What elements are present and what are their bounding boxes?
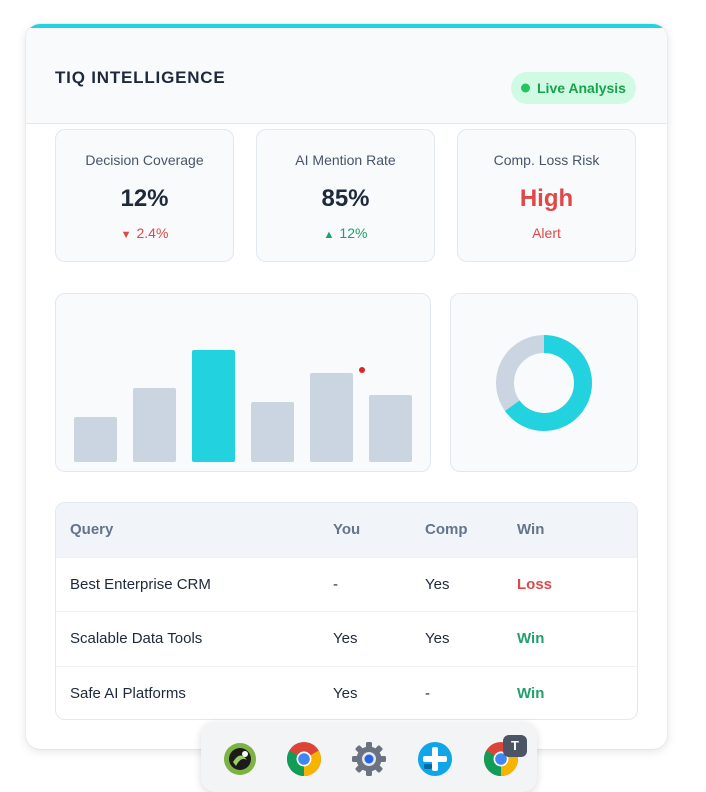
cell-comp: Yes — [425, 575, 450, 593]
trend-up-icon: ▲ — [323, 229, 335, 241]
live-badge-label: Live Analysis — [537, 80, 626, 96]
kpi-label: Comp. Loss Risk — [493, 152, 600, 168]
query-table: Query You Comp Win Best Enterprise CRM -… — [55, 502, 638, 720]
profile-badge: T — [503, 735, 527, 757]
cell-comp: - — [425, 685, 430, 702]
cell-query: Safe AI Platforms — [70, 685, 186, 702]
kpi-value: 12% — [120, 185, 169, 212]
cell-win: Loss — [517, 575, 553, 593]
chrome-icon[interactable] — [285, 740, 323, 778]
kpi-comp-loss-risk[interactable]: Comp. Loss Risk High Alert — [457, 129, 636, 262]
cell-you: - — [333, 575, 338, 593]
cell-win: Win — [517, 685, 545, 702]
bar-2[interactable] — [133, 388, 176, 462]
table-header-row: Query You Comp Win — [56, 503, 637, 557]
app-plus-icon[interactable] — [416, 740, 454, 778]
kpi-value: High — [519, 185, 574, 212]
frog-app-icon[interactable] — [221, 740, 259, 778]
bar-6[interactable] — [369, 395, 412, 462]
donut-chart — [496, 335, 592, 431]
intelligence-card: TIQ INTELLIGENCE Live Analysis Decision … — [26, 24, 667, 749]
alert-marker-icon — [359, 367, 365, 373]
settings-gear-icon[interactable] — [350, 740, 388, 778]
kpi-label: AI Mention Rate — [295, 152, 396, 168]
cell-win: Win — [517, 630, 545, 648]
col-header-comp[interactable]: Comp — [425, 521, 468, 539]
kpi-change: ▲ 12% — [323, 225, 368, 241]
trend-down-icon: ▼ — [120, 229, 132, 241]
bar-chart — [74, 350, 412, 462]
donut-slice-filled[interactable] — [496, 335, 592, 431]
live-status-dot-icon — [521, 83, 530, 93]
table-row[interactable]: Safe AI Platforms Yes - Win — [56, 666, 637, 719]
bar-4[interactable] — [251, 402, 294, 462]
col-header-query[interactable]: Query — [70, 521, 114, 539]
kpi-alert: Alert — [532, 225, 561, 241]
bar-5[interactable] — [310, 373, 353, 462]
cell-comp: Yes — [425, 630, 450, 648]
cell-you: Yes — [333, 685, 358, 702]
kpi-label: Decision Coverage — [85, 152, 204, 168]
cell-query: Best Enterprise CRM — [70, 575, 211, 593]
kpi-ai-mention-rate[interactable]: AI Mention Rate 85% ▲ 12% — [256, 129, 435, 262]
table-row[interactable]: Best Enterprise CRM - Yes Loss — [56, 557, 637, 612]
accent-bar — [26, 24, 667, 28]
bar-3[interactable] — [192, 350, 235, 462]
bar-1[interactable] — [74, 417, 117, 462]
card-header: TIQ INTELLIGENCE Live Analysis — [26, 28, 667, 124]
cell-query: Scalable Data Tools — [70, 630, 203, 648]
col-header-win[interactable]: Win — [517, 521, 545, 539]
kpi-decision-coverage[interactable]: Decision Coverage 12% ▼ 2.4% — [55, 129, 234, 262]
brand-title: TIQ INTELLIGENCE — [55, 68, 226, 87]
cell-you: Yes — [333, 630, 358, 648]
bar-chart-panel — [55, 293, 431, 472]
col-header-you[interactable]: You — [333, 521, 361, 539]
taskbar-dock: T — [201, 722, 537, 792]
kpi-value: 85% — [321, 185, 370, 212]
table-row[interactable]: Scalable Data Tools Yes Yes Win — [56, 611, 637, 667]
donut-chart-panel — [450, 293, 638, 472]
kpi-change: ▼ 2.4% — [120, 225, 169, 241]
chrome-profile-icon[interactable] — [482, 740, 520, 778]
live-analysis-badge[interactable]: Live Analysis — [511, 72, 636, 104]
